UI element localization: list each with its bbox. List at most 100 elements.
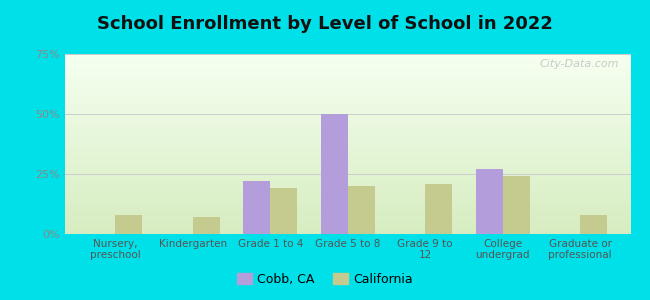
Bar <box>65 99 630 101</box>
Bar <box>65 207 630 209</box>
Text: School Enrollment by Level of School in 2022: School Enrollment by Level of School in … <box>97 15 553 33</box>
Bar <box>65 187 630 189</box>
Bar <box>65 122 630 124</box>
Bar <box>65 221 630 223</box>
Bar <box>65 198 630 200</box>
Bar <box>65 229 630 230</box>
Bar <box>65 169 630 171</box>
Bar <box>65 54 630 56</box>
Bar <box>65 124 630 126</box>
Bar <box>65 158 630 160</box>
Text: City-Data.com: City-Data.com <box>540 59 619 69</box>
Bar <box>65 140 630 142</box>
Bar <box>65 205 630 207</box>
Bar <box>65 212 630 214</box>
Bar <box>65 90 630 92</box>
Bar <box>65 220 630 221</box>
Bar <box>65 119 630 121</box>
Bar <box>65 180 630 182</box>
Bar <box>65 142 630 144</box>
Bar <box>580 215 607 234</box>
Bar <box>65 131 630 133</box>
Bar <box>243 181 270 234</box>
Bar <box>65 106 630 108</box>
Bar <box>65 117 630 119</box>
Bar <box>65 175 630 176</box>
Bar <box>65 139 630 140</box>
Bar <box>65 68 630 70</box>
Bar <box>65 121 630 122</box>
Bar <box>65 209 630 211</box>
Bar <box>65 214 630 216</box>
Bar <box>65 108 630 110</box>
Bar <box>65 70 630 72</box>
Bar <box>65 184 630 185</box>
Bar <box>65 160 630 162</box>
Bar <box>65 101 630 103</box>
Bar <box>65 94 630 95</box>
Bar <box>65 95 630 97</box>
Bar <box>65 230 630 232</box>
Bar <box>65 182 630 184</box>
Bar <box>65 203 630 205</box>
Bar <box>65 135 630 137</box>
Bar <box>65 67 630 68</box>
Bar <box>65 133 630 135</box>
Bar <box>65 81 630 83</box>
Bar <box>65 167 630 169</box>
Bar <box>193 217 220 234</box>
Bar <box>65 232 630 234</box>
Bar <box>65 211 630 212</box>
Bar <box>65 74 630 76</box>
Bar <box>65 176 630 178</box>
Bar <box>65 110 630 112</box>
Bar <box>65 85 630 86</box>
Bar <box>425 184 452 234</box>
Bar <box>65 137 630 139</box>
Bar <box>65 63 630 65</box>
Bar <box>65 126 630 128</box>
Bar <box>115 215 142 234</box>
Bar <box>65 194 630 196</box>
Bar <box>270 188 298 234</box>
Bar <box>65 86 630 88</box>
Legend: Cobb, CA, California: Cobb, CA, California <box>232 268 418 291</box>
Bar <box>65 200 630 202</box>
Bar <box>65 157 630 158</box>
Bar <box>65 162 630 164</box>
Bar <box>65 173 630 175</box>
Bar <box>65 155 630 157</box>
Bar <box>65 153 630 155</box>
Bar <box>65 77 630 79</box>
Bar <box>65 103 630 104</box>
Bar <box>65 148 630 149</box>
Bar <box>65 59 630 61</box>
Bar <box>65 193 630 194</box>
Bar <box>65 76 630 77</box>
Bar <box>65 79 630 81</box>
Bar <box>65 171 630 173</box>
Bar <box>65 216 630 218</box>
Bar <box>65 151 630 153</box>
Bar <box>65 223 630 225</box>
Bar <box>65 149 630 151</box>
Bar <box>65 144 630 146</box>
Bar <box>65 202 630 203</box>
Bar <box>65 56 630 58</box>
Bar <box>476 169 502 234</box>
Bar <box>65 227 630 229</box>
Bar <box>65 189 630 191</box>
Bar <box>65 196 630 198</box>
Bar <box>502 176 530 234</box>
Bar <box>65 218 630 220</box>
Bar <box>65 178 630 180</box>
Bar <box>65 146 630 148</box>
Bar <box>320 114 348 234</box>
Bar <box>65 65 630 67</box>
Bar <box>65 113 630 115</box>
Bar <box>65 130 630 131</box>
Bar <box>65 72 630 74</box>
Bar <box>65 225 630 227</box>
Bar <box>65 97 630 99</box>
Bar <box>65 92 630 94</box>
